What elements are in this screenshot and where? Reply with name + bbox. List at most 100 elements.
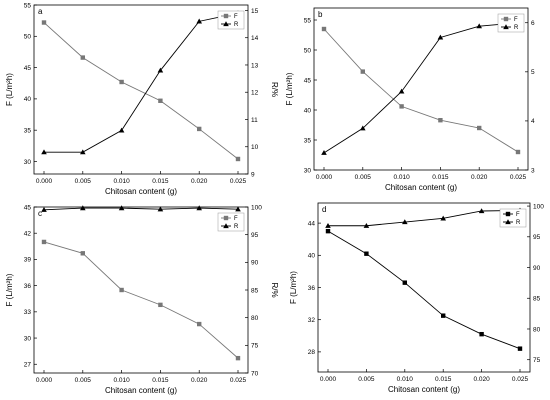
data-point-F <box>515 149 521 155</box>
legend-label: F <box>234 216 238 222</box>
data-point-R <box>398 88 405 94</box>
right-y-tick-label: 100 <box>251 204 262 211</box>
data-point-R <box>235 206 241 212</box>
legend-marker <box>503 24 509 30</box>
right-y-tick-label: 10 <box>251 144 259 151</box>
data-point-R <box>196 205 202 211</box>
right-y-tick-label: 85 <box>533 296 541 303</box>
x-tick-label: 0.025 <box>230 377 247 384</box>
right-y-tick-label: 95 <box>533 234 541 241</box>
right-y-tick-label: 75 <box>533 357 541 364</box>
plot-frame <box>33 4 249 175</box>
x-tick-label: 0.015 <box>152 178 169 185</box>
data-point-R <box>363 222 370 228</box>
x-tick-label: 0.015 <box>432 174 449 181</box>
data-point-F <box>80 251 85 256</box>
x-tick-label: 0.020 <box>473 376 490 383</box>
data-point-F <box>441 313 446 318</box>
data-point-F <box>80 55 85 60</box>
panel-letter: b <box>318 10 323 19</box>
data-point-F <box>41 239 47 245</box>
legend-label: R <box>516 220 521 226</box>
left-y-axis-title: F (L/m²h) <box>285 72 294 105</box>
data-point-F <box>119 79 124 85</box>
data-point-R <box>80 205 86 211</box>
data-point-R <box>41 206 47 212</box>
series-line-R <box>323 22 519 154</box>
left-y-tick-label: 30 <box>304 167 312 174</box>
plot-frame <box>317 202 531 373</box>
data-point-R <box>118 205 125 211</box>
legend-marker <box>503 16 509 22</box>
x-tick-label: 0.020 <box>191 377 208 384</box>
right-y-axis-title: R/% <box>270 82 279 97</box>
right-y-tick-label: 15 <box>251 8 259 15</box>
left-y-tick-label: 40 <box>24 96 32 103</box>
right-y-tick-label: 14 <box>251 35 259 42</box>
legend-marker <box>223 215 229 221</box>
x-tick-label: 0.025 <box>230 178 247 185</box>
legend-box <box>217 10 245 30</box>
series-line-R <box>43 207 239 211</box>
data-point-F <box>235 355 241 361</box>
left-y-tick-label: 40 <box>308 253 316 260</box>
x-tick-label: 0.020 <box>471 174 488 181</box>
legend: FR <box>217 10 245 30</box>
data-point-F <box>477 125 482 131</box>
data-point-F <box>158 302 163 308</box>
right-y-tick-label: 70 <box>251 370 259 377</box>
x-tick-label: 0.025 <box>510 174 527 181</box>
left-y-tick-label: 36 <box>308 285 316 292</box>
data-point-F <box>438 118 443 123</box>
right-y-tick-label: 6 <box>531 20 535 27</box>
legend-marker <box>223 13 229 19</box>
x-tick-label: 0.010 <box>393 174 410 181</box>
series-line-R <box>328 209 521 227</box>
data-point-F <box>119 287 124 293</box>
data-point-F <box>479 331 484 337</box>
panel-b: b 0.000 0.005 0.010 0.015 0.020 0.025 Chitosan … <box>285 7 535 192</box>
data-point-F <box>517 346 523 351</box>
left-y-tick-label: 55 <box>304 17 312 24</box>
left-y-tick-label: 30 <box>24 335 32 342</box>
x-tick-label: 0.010 <box>113 178 130 185</box>
left-y-tick-label: 27 <box>24 362 32 369</box>
left-y-axis-title: F (L/m²h) <box>5 73 14 106</box>
data-point-F <box>41 20 47 25</box>
legend: FR <box>499 208 527 228</box>
right-y-axis-title: R/% <box>270 282 279 297</box>
data-point-R <box>118 127 125 133</box>
right-y-tick-label: 80 <box>533 326 541 333</box>
data-point-R <box>157 206 164 212</box>
left-y-tick-label: 45 <box>24 204 32 211</box>
x-axis-title: Chitosan content (g) <box>385 183 457 192</box>
data-point-R <box>196 18 202 24</box>
panel-letter: c <box>38 209 42 218</box>
left-y-tick-label: 45 <box>24 65 32 72</box>
series-line-F <box>43 22 239 160</box>
data-point-F <box>321 26 327 32</box>
data-point-R <box>80 149 86 155</box>
right-y-tick-label: 85 <box>251 287 259 294</box>
right-y-tick-label: 75 <box>251 343 259 350</box>
x-axis-title: Chitosan content (g) <box>105 386 177 395</box>
x-tick-label: 0.015 <box>435 376 452 383</box>
data-point-F <box>360 69 365 74</box>
left-y-tick-label: 50 <box>24 34 32 41</box>
data-point-F <box>325 228 331 234</box>
right-y-tick-label: 90 <box>533 265 541 272</box>
series-line-F <box>323 28 519 153</box>
panel-c: c 0.000 0.005 0.010 0.015 0.020 0.025 Chitosan … <box>5 204 279 395</box>
legend-marker <box>223 21 229 27</box>
right-y-tick-label: 11 <box>251 117 258 124</box>
data-point-F <box>158 98 163 103</box>
legend-marker <box>505 219 511 225</box>
series-line-R <box>44 12 239 153</box>
x-tick-label: 0.005 <box>75 377 92 384</box>
left-y-tick-label: 40 <box>304 107 312 114</box>
data-point-F <box>364 251 369 256</box>
right-y-tick-label: 100 <box>533 203 544 210</box>
x-tick-label: 0.010 <box>113 377 130 384</box>
data-point-R <box>440 215 446 221</box>
